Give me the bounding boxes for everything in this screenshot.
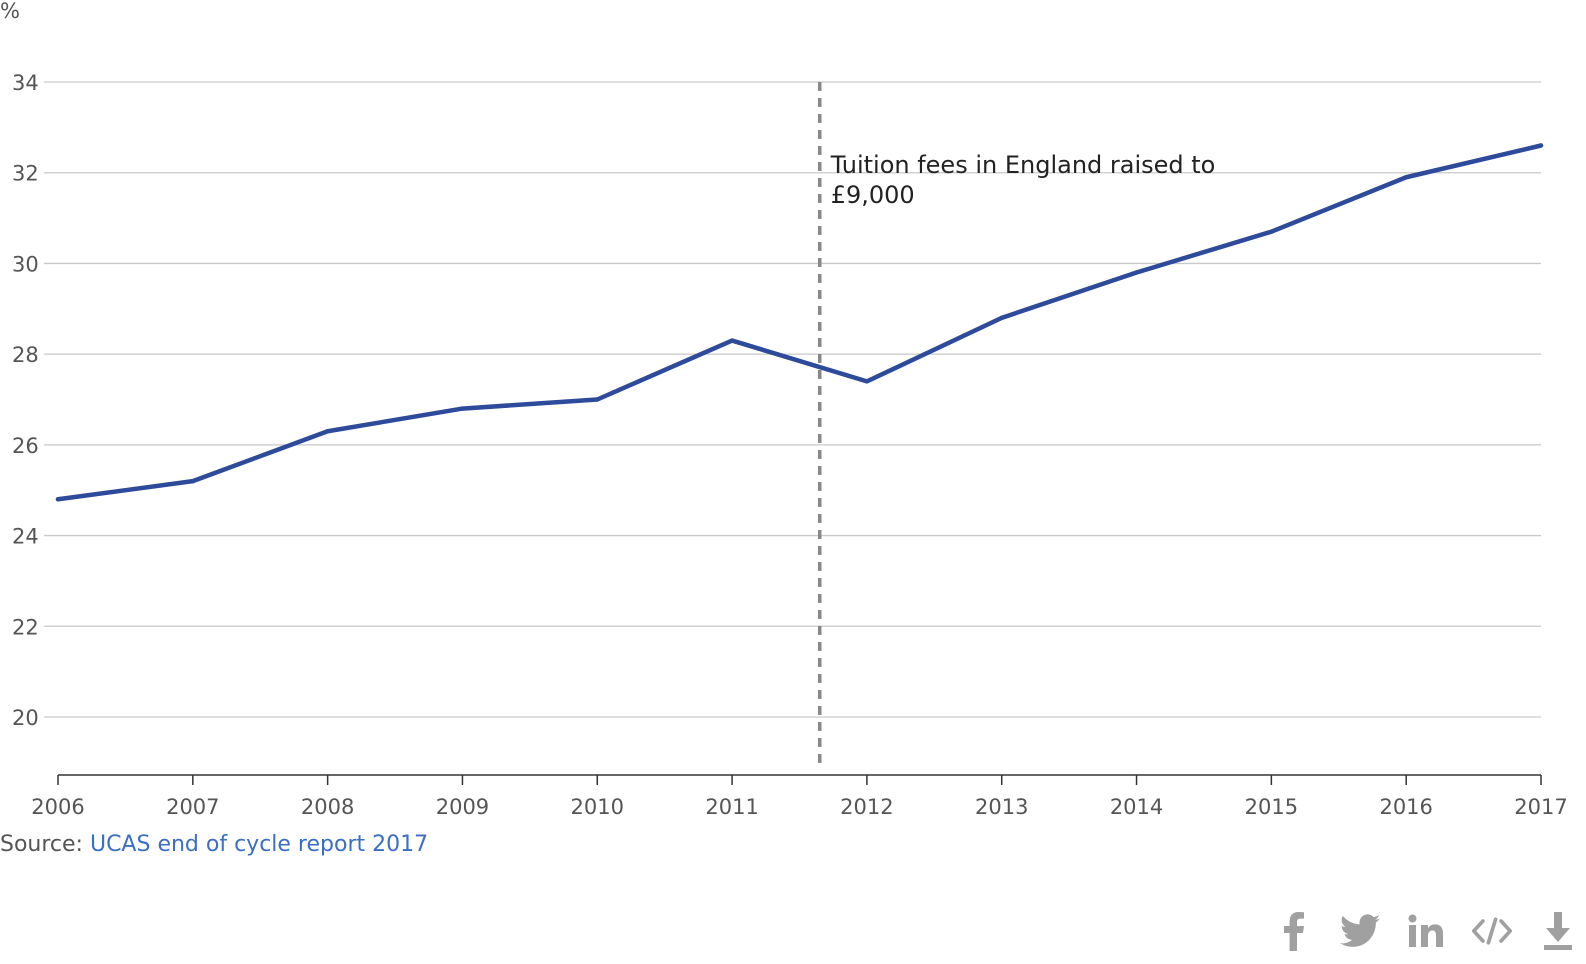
share-toolbar (1274, 908, 1578, 954)
linkedin-icon[interactable] (1406, 908, 1446, 954)
x-tick-label: 2007 (166, 795, 219, 819)
data-point (55, 497, 61, 502)
annotation-text: Tuition fees in England raised to (830, 151, 1216, 179)
x-tick-label: 2017 (1514, 795, 1567, 819)
data-point (190, 478, 196, 484)
data-point (1538, 143, 1544, 148)
y-axis-ticks: 20 22 24 26 28 30 32 34 (12, 71, 39, 730)
download-icon[interactable] (1538, 908, 1578, 954)
x-tick-label: 2014 (1110, 795, 1163, 819)
series-line (55, 143, 1544, 502)
data-point (999, 315, 1004, 321)
x-tick-label: 2012 (840, 795, 893, 819)
data-point (1134, 270, 1139, 275)
x-tick-label: 2008 (301, 795, 354, 819)
x-tick-label: 2015 (1245, 795, 1298, 819)
x-tick-label: 2010 (571, 795, 624, 819)
data-point (460, 406, 465, 411)
x-tick-label: 2009 (436, 795, 489, 819)
facebook-icon[interactable] (1274, 908, 1314, 954)
y-tick-label: 32 (12, 162, 39, 186)
data-point (325, 429, 330, 434)
data-point (1269, 229, 1274, 234)
y-tick-label: 20 (12, 706, 39, 730)
y-tick-label: 24 (12, 525, 39, 549)
y-tick-label: 28 (12, 343, 39, 367)
y-tick-label: 30 (12, 252, 39, 276)
source-link[interactable]: UCAS end of cycle report 2017 (89, 832, 429, 857)
gridlines (44, 81, 1541, 718)
x-tick-label: 2013 (975, 795, 1028, 819)
y-tick-label: 26 (12, 434, 39, 458)
annotation-text: £9,000 (831, 181, 915, 209)
data-point (864, 379, 870, 384)
twitter-icon[interactable] (1340, 908, 1380, 954)
y-tick-label: 34 (12, 71, 39, 95)
x-tick-label: 2011 (705, 795, 758, 819)
data-point (729, 338, 735, 343)
series-group (55, 143, 1544, 502)
embed-icon[interactable] (1472, 908, 1512, 954)
x-tick-label: 2006 (31, 795, 84, 819)
source-note: Source: UCAS end of cycle report 2017 (0, 832, 428, 857)
x-axis: 2006 2007 2008 2009 2010 2011 2012 2013 2014 2015… (31, 774, 1568, 819)
y-axis-unit-label: % (0, 0, 20, 23)
data-point (1403, 175, 1409, 180)
annotation: Tuition fees in England raised to£9,000 (817, 82, 1216, 765)
y-tick-label: 22 (12, 615, 39, 639)
data-point (595, 397, 600, 402)
source-prefix: Source: (0, 832, 90, 857)
x-tick-label: 2016 (1379, 795, 1432, 819)
